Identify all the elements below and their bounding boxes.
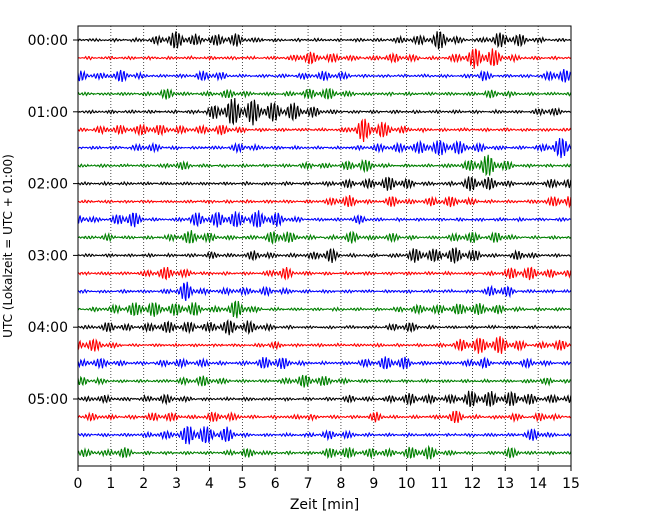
x-axis: 0 1 2 3 4 5 6 7 8 9 10 11 12 13 14 15 [74, 466, 580, 492]
x-tick-label: 10 [398, 476, 416, 492]
trace-line [77, 266, 572, 281]
y-axis-label: UTC (Lokalzeit = UTC + 01:00) [1, 154, 15, 338]
trace-line [77, 444, 572, 460]
trace-line [77, 48, 572, 69]
x-tick-label: 3 [172, 476, 181, 492]
x-tick-label: 1 [106, 476, 115, 492]
trace-line [77, 247, 571, 264]
trace-line [77, 425, 572, 445]
x-tick-label: 5 [238, 476, 247, 492]
trace-line [77, 87, 572, 100]
trace-line [77, 176, 572, 192]
y-tick-label: 01:00 [28, 105, 68, 121]
y-tick-label: 03:00 [28, 248, 68, 264]
trace-line [77, 154, 571, 177]
trace-line [77, 210, 572, 228]
x-tick-label: 4 [205, 476, 214, 492]
trace-line [77, 195, 572, 209]
trace-line [77, 281, 572, 301]
trace-line [77, 356, 571, 370]
trace-line [77, 98, 572, 126]
y-axis: 00:00 01:00 02:00 03:00 04:00 05:00 [28, 33, 78, 408]
x-tick-label: 2 [139, 476, 148, 492]
trace-line [77, 390, 572, 407]
x-tick-label: 12 [463, 476, 481, 492]
y-tick-label: 02:00 [28, 177, 68, 193]
trace-line [77, 31, 572, 50]
seismic-traces [77, 31, 572, 460]
x-tick-label: 0 [74, 476, 83, 492]
x-tick-label: 15 [562, 476, 580, 492]
y-tick-label: 00:00 [28, 33, 68, 49]
y-tick-label: 04:00 [28, 320, 68, 336]
trace-line [77, 137, 572, 159]
x-tick-label: 11 [431, 476, 449, 492]
x-tick-label: 14 [529, 476, 547, 492]
trace-line [77, 118, 572, 143]
trace-line [77, 68, 572, 83]
x-tick-label: 8 [336, 476, 345, 492]
trace-line [77, 230, 572, 245]
x-tick-label: 13 [496, 476, 514, 492]
trace-line [77, 318, 572, 336]
x-tick-label: 7 [304, 476, 313, 492]
x-tick-label: 9 [369, 476, 378, 492]
x-axis-label: Zeit [min] [290, 497, 359, 513]
plot-frame [77, 25, 572, 467]
trace-line [77, 374, 571, 388]
y-tick-label: 05:00 [28, 392, 68, 408]
x-tick-label: 6 [271, 476, 280, 492]
trace-line [77, 336, 572, 354]
trace-line [77, 410, 572, 424]
trace-line [77, 300, 571, 319]
